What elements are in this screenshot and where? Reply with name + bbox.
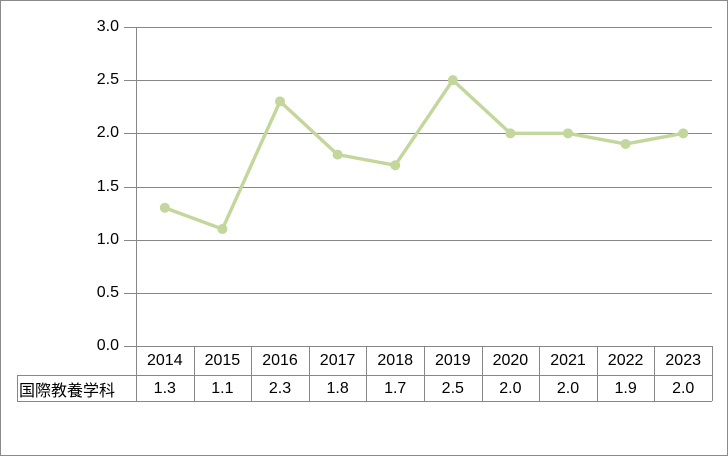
value-cell: 1.7	[384, 379, 407, 397]
y-axis-tick-label: 0.0	[96, 337, 119, 354]
data-point-marker	[159, 202, 170, 213]
y-axis-tick-label: 1.0	[96, 230, 119, 248]
data-point-marker	[332, 149, 343, 160]
year-header-cell: 2016	[262, 352, 298, 369]
value-cell: 1.8	[326, 379, 349, 397]
series-line	[164, 78, 684, 231]
year-header-cell: 2022	[607, 352, 644, 369]
y-axis-tick-label: 3.0	[96, 18, 119, 35]
value-cell: 2.0	[672, 379, 695, 397]
value-cell: 2.3	[268, 379, 292, 397]
year-header-cell: 2021	[550, 352, 586, 369]
data-point-marker	[678, 128, 689, 139]
value-cell: 2.0	[499, 379, 522, 397]
value-cell: 2.0	[556, 379, 580, 397]
year-header-cell: 2014	[147, 352, 183, 369]
data-point-marker	[275, 96, 285, 107]
data-point-marker	[217, 224, 228, 235]
data-point-marker	[563, 128, 573, 139]
value-cell: 1.1	[211, 379, 234, 397]
y-axis-tick-label: 2.0	[96, 124, 119, 142]
year-header-cell: 2017	[319, 352, 356, 369]
value-cell: 1.3	[153, 379, 176, 397]
year-header-cell: 2019	[435, 352, 471, 369]
year-header-cell: 2015	[204, 352, 241, 369]
data-point-marker	[505, 128, 516, 139]
data-point-marker	[447, 75, 458, 86]
y-axis-tick-label: 2.5	[96, 71, 119, 89]
year-header-cell: 2018	[377, 352, 413, 369]
data-point-marker	[620, 138, 631, 149]
value-cell: 2.5	[441, 379, 464, 397]
y-axis-tick-label: 0.5	[96, 283, 119, 301]
y-axis-tick-label: 1.5	[96, 177, 119, 195]
series-name-cell: 国際教養学科	[19, 382, 116, 400]
year-header-cell: 2020	[492, 352, 529, 369]
year-header-cell: 2023	[665, 352, 701, 369]
value-cell: 1.9	[614, 379, 637, 397]
data-point-marker	[390, 160, 401, 171]
